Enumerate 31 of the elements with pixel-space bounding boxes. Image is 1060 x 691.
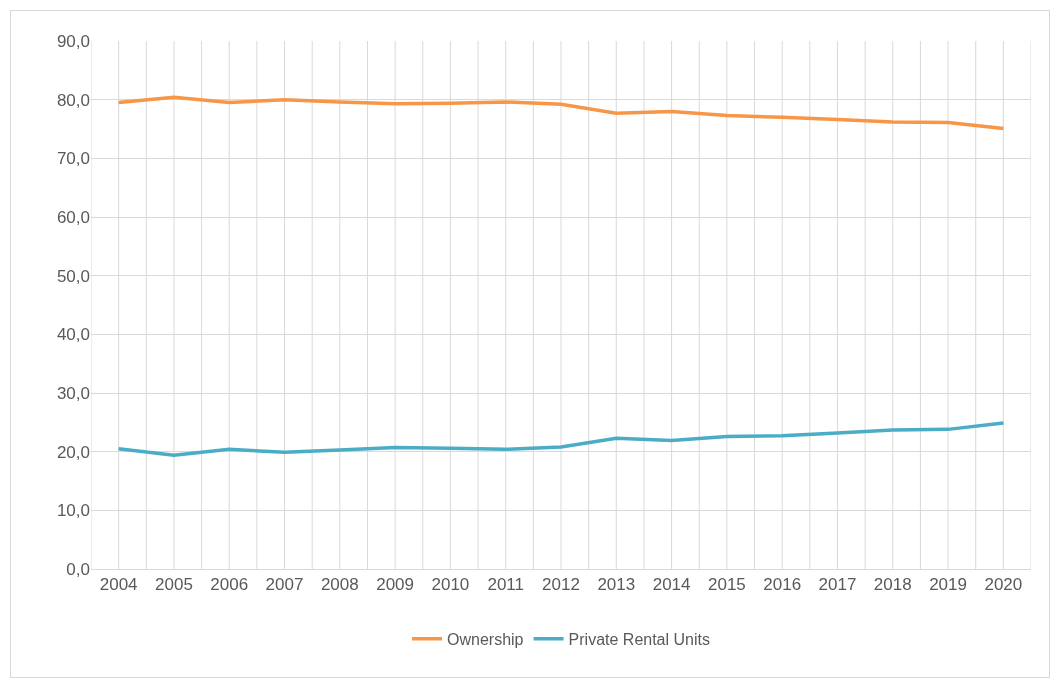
x-tick-label: 2019 — [929, 575, 967, 595]
x-tick-label: 2020 — [984, 575, 1023, 595]
x-tick-label: 2014 — [652, 575, 691, 595]
x-tick-label: 2018 — [873, 575, 912, 595]
y-tick-label: 60,0 — [56, 207, 90, 227]
x-tick-label: 2015 — [707, 575, 746, 595]
x-tick-label: 2009 — [376, 575, 415, 595]
y-tick-label: 90,0 — [56, 31, 90, 51]
y-tick-label: 0,0 — [66, 559, 90, 579]
x-tick-label: 2012 — [542, 575, 580, 595]
legend-label: Ownership — [447, 630, 524, 648]
y-tick-label: 80,0 — [56, 90, 90, 110]
y-tick-label: 70,0 — [56, 149, 90, 169]
x-tick-label: 2006 — [210, 575, 249, 595]
x-tick-label: 2011 — [487, 575, 524, 595]
y-tick-label: 40,0 — [56, 325, 90, 345]
legend-label: Private Rental Units — [568, 630, 710, 648]
x-tick-label: 2007 — [265, 575, 304, 595]
x-tick-label: 2017 — [818, 575, 857, 595]
x-tick-label: 2004 — [99, 575, 138, 595]
x-tick-label: 2016 — [763, 575, 802, 595]
y-tick-label: 20,0 — [56, 442, 90, 462]
line-series — [116, 421, 1006, 457]
line-series — [116, 95, 1006, 131]
y-tick-label: 30,0 — [56, 383, 90, 403]
x-tick-label: 2013 — [597, 575, 636, 595]
x-tick-label: 2005 — [155, 575, 193, 595]
y-tick-label: 10,0 — [56, 501, 90, 521]
x-tick-label: 2010 — [431, 575, 470, 595]
y-tick-label: 50,0 — [56, 266, 90, 286]
x-tick-label: 2008 — [320, 575, 359, 595]
